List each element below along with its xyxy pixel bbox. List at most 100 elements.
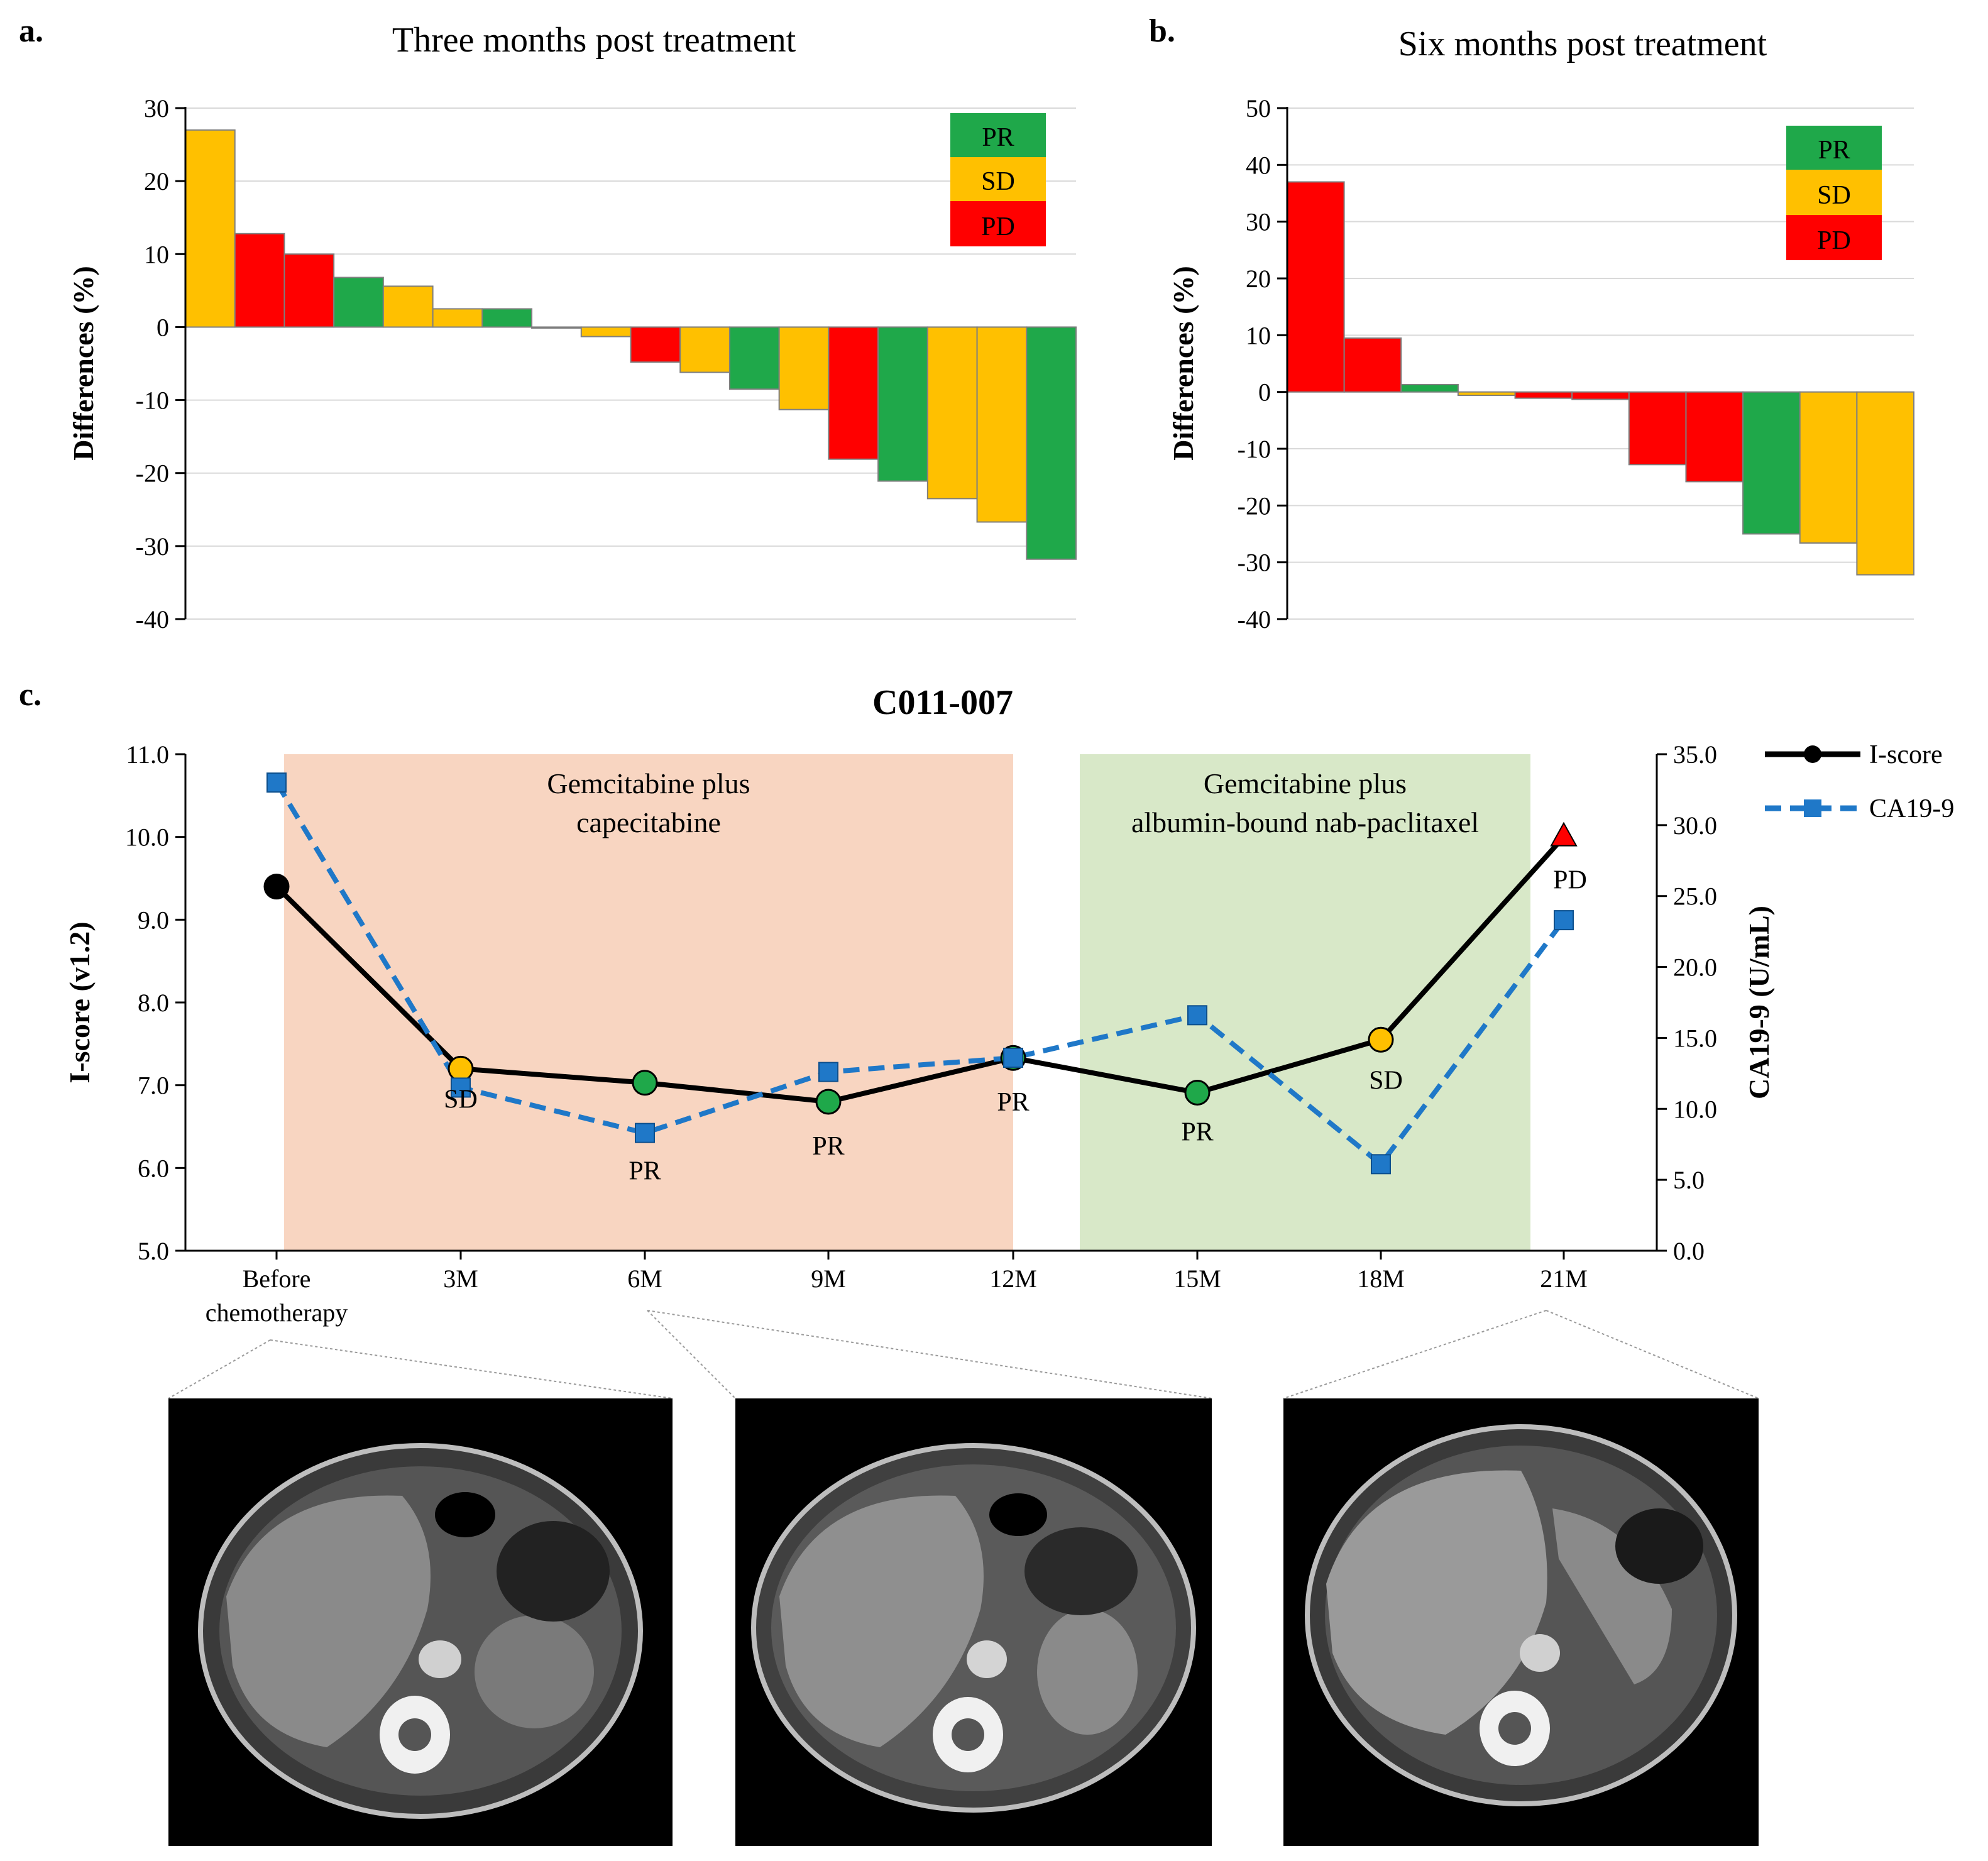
right-y-tick-label: 15.0 [1673, 1024, 1717, 1052]
iscore-point [263, 874, 290, 900]
left-y-tick-label: 8.0 [138, 989, 169, 1017]
panel-c-left-axis-label: I-score (v1.2) [63, 921, 96, 1083]
panel-a-y-tick-label: -40 [136, 605, 169, 634]
treatment-region-2 [1080, 754, 1530, 1251]
iscore-point [1184, 1080, 1211, 1106]
panel-b-bar-pd [1343, 337, 1402, 393]
ca199-point [266, 772, 287, 793]
legend-sd-swatch [950, 157, 1046, 201]
connector-21m-left [1283, 1310, 1547, 1399]
panel-a: a. Three months post treatment Differenc… [19, 13, 1077, 634]
panel-a-bar-sd [679, 326, 730, 373]
left-y-tick-label: 6.0 [138, 1154, 169, 1182]
treatment-region-label: Gemcitabine plus [547, 767, 750, 799]
response-annotation: PR [629, 1157, 661, 1186]
right-y-tick-label: 10.0 [1673, 1095, 1717, 1123]
ct-connectors [168, 1310, 1759, 1399]
panel-b-bar-sd [1457, 391, 1516, 397]
legend-ca199-label: CA19-9 [1869, 794, 1954, 823]
connector-before-right [270, 1339, 673, 1399]
ca199-point [635, 1123, 655, 1143]
panel-c-legend: I-score CA19-9 [1765, 740, 1954, 823]
panel-c: c. C011-007 Gemcitabine plus capecitabine… [19, 677, 1954, 1327]
x-tick-label: 18M [1357, 1265, 1405, 1293]
right-y-tick-label: 0.0 [1673, 1237, 1705, 1265]
panel-a-bar-sd [976, 326, 1028, 523]
panel-c-right-axis-label: CA19-9 (U/mL) [1743, 906, 1775, 1099]
panel-b-y-tick-label: 50 [1246, 94, 1271, 123]
ca199-point [1371, 1154, 1391, 1175]
panel-b-y-tick-label: -20 [1238, 491, 1271, 520]
left-y-tick-label: 10.0 [125, 823, 169, 852]
right-y-tick-label: 25.0 [1673, 882, 1717, 911]
panel-a-y-tick-label: 0 [157, 313, 169, 341]
panel-a-bar-pr [531, 326, 582, 329]
legend-pr-label: PR [982, 123, 1014, 152]
legend-iscore-label: I-score [1869, 740, 1943, 769]
left-y-tick-label: 5.0 [138, 1237, 169, 1265]
connector-6m-right [647, 1310, 1212, 1399]
panel-a-y-tick-label: 20 [144, 167, 169, 195]
iscore-point [632, 1070, 658, 1096]
right-y-tick-label: 35.0 [1673, 740, 1717, 769]
legend-pr-label: PR [1818, 136, 1850, 165]
panel-a-bar-pd [234, 233, 285, 328]
panel-a-y-tick-label: -30 [136, 532, 169, 561]
treatment-region-label: albumin-bound nab-paclitaxel [1131, 806, 1479, 838]
panel-b-title: Six months post treatment [1398, 25, 1767, 63]
ct-21m [1283, 1398, 1759, 1846]
legend-sd-label: SD [1817, 181, 1851, 210]
legend-sd-label: SD [981, 167, 1015, 196]
ca199-point [818, 1062, 838, 1082]
panel-b-bar-pd [1628, 391, 1687, 466]
treatment-region-1 [284, 754, 1013, 1251]
panel-c-title: C011-007 [872, 683, 1013, 722]
panel-a-title: Three months post treatment [392, 21, 796, 60]
response-annotation: PR [997, 1088, 1029, 1117]
panel-b-bar-pd [1571, 391, 1630, 400]
x-tick-label: 12M [989, 1265, 1037, 1293]
left-y-tick-label: 7.0 [138, 1072, 169, 1100]
panel-a-bar-pr [333, 277, 384, 328]
legend-pd-swatch [950, 201, 1046, 246]
x-tick-label: chemotherapy [206, 1298, 348, 1327]
connector-6m-left [647, 1310, 736, 1399]
panel-a-bar-sd [580, 326, 632, 338]
treatment-region-label: capecitabine [576, 806, 721, 838]
panel-b-bar-pd [1685, 391, 1744, 483]
panel-a-bar-pd [630, 326, 681, 363]
left-y-tick-label: 9.0 [138, 906, 169, 934]
response-annotation: PD [1553, 866, 1587, 895]
response-annotation: SD [1369, 1066, 1403, 1095]
panel-a-bar-pr [728, 326, 780, 390]
connector-before-left [168, 1339, 271, 1399]
iscore-point [1368, 1026, 1394, 1053]
connector-21m-right [1546, 1310, 1759, 1399]
panel-a-bar-pr [877, 326, 928, 482]
panel-b-y-axis-label: Differences (%) [1167, 266, 1199, 461]
x-tick-label: 15M [1173, 1265, 1221, 1293]
right-y-tick-label: 5.0 [1673, 1166, 1705, 1194]
panel-a-y-tick-label: -20 [136, 459, 169, 488]
panel-b-bar-sd [1856, 391, 1914, 576]
x-tick-label: 6M [627, 1265, 662, 1293]
legend-pd-label: PD [981, 212, 1015, 241]
panel-a-bar-pr [481, 308, 533, 328]
panel-a-y-axis-label: Differences (%) [67, 266, 99, 461]
legend-pr-swatch [1786, 126, 1882, 170]
panel-b-y-tick-label: 40 [1246, 151, 1271, 179]
iscore-series-line [275, 835, 1566, 1105]
legend-sd-swatch [1786, 170, 1882, 215]
panel-a-bar-sd [926, 326, 978, 500]
ca199-point [1187, 1005, 1207, 1026]
treatment-region-label: Gemcitabine plus [1204, 767, 1407, 799]
ct-6m [735, 1398, 1212, 1846]
panel-b-y-tick-label: 10 [1246, 321, 1271, 349]
panel-b-bar-pr [1742, 391, 1801, 535]
response-annotation: PR [1181, 1118, 1213, 1147]
panel-b-y-tick-label: 20 [1246, 265, 1271, 293]
panel-b-bar-pd [1514, 391, 1573, 399]
panel-b-y-tick-label: 30 [1246, 208, 1271, 236]
panel-a-bar-pr [1026, 326, 1077, 560]
panel-a-bar-sd [432, 308, 483, 328]
